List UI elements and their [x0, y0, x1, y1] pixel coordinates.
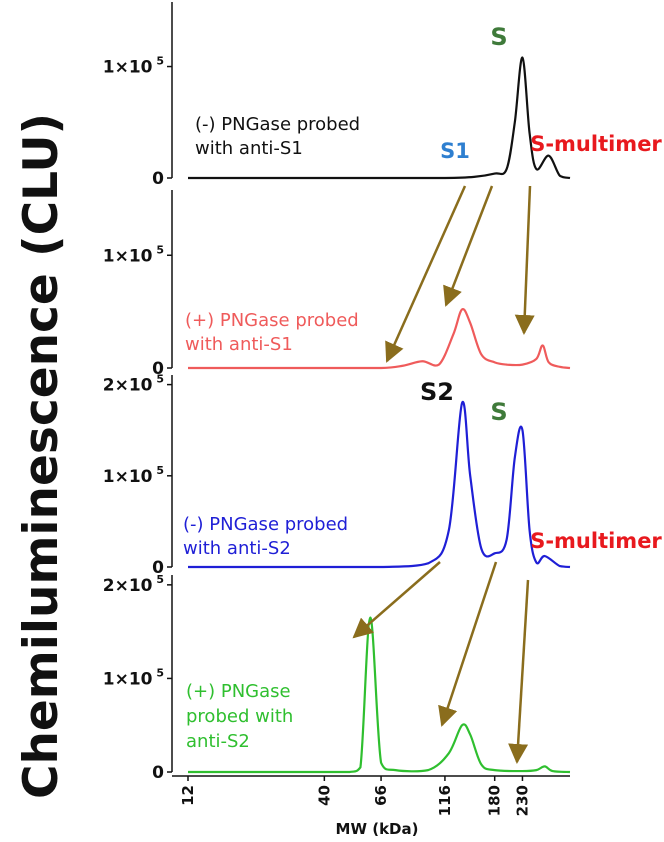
panel-1-y-tick-label: 1×10 5 — [103, 55, 164, 78]
panel-3: 0 1×10 5 2×10 5 (-) PNGase probed with anti-… — [103, 373, 663, 578]
panel-2-y-tick-label: 0 — [152, 359, 164, 379]
x-tick-label: 12 — [179, 785, 197, 806]
shift-arrows — [352, 185, 535, 764]
panel-4-label-line: (+) PNGase — [186, 681, 291, 702]
panel-1-trace — [188, 56, 571, 180]
panel-1-condition-label: (-) PNGase probed with anti-S1 — [195, 114, 360, 159]
panel-1: 0 1×10 5 (-) PNGase probed with anti-S1 S1 S S… — [103, 2, 662, 189]
x-tick-label: 180 — [486, 785, 504, 816]
panel-3-label-line: with anti-S2 — [183, 538, 291, 559]
panel-2: 0 1×10 5 (+) PNGase probed with anti-S1 — [103, 190, 571, 379]
panels: 0 1×10 5 (-) PNGase probed with anti-S1 S1 S S… — [103, 2, 663, 783]
panel-2-condition-label: (+) PNGase probed with anti-S1 — [185, 310, 359, 355]
panel-4: 0 1×10 5 2×10 5 (+) PNGase probed with anti-S… — [103, 573, 571, 783]
panel-1-label-line: with anti-S1 — [195, 138, 303, 159]
panel-4-y-tick-label: 2×10 5 — [103, 573, 164, 596]
panel-2-label-line: with anti-S1 — [185, 334, 293, 355]
panel-3-condition-label: (-) PNGase probed with anti-S2 — [183, 514, 348, 559]
y-axis-label: Chemiluminescence (CLU) — [14, 113, 69, 799]
panel-3-y-tick-label: 2×10 5 — [103, 373, 164, 396]
arrow-s-shift-anti-s1 — [443, 185, 494, 307]
x-tick-label: 66 — [372, 785, 390, 806]
x-tick-label: 230 — [513, 785, 531, 816]
panel-1-label-line: (-) PNGase probed — [195, 114, 360, 135]
panel-2-label-line: (+) PNGase probed — [185, 310, 359, 331]
arrow-multimer-shift-anti-s2 — [508, 579, 530, 764]
panel-2-y-tick-label: 1×10 5 — [103, 243, 164, 266]
panel-1-peak-label-s-multimer: S-multimer — [530, 132, 662, 156]
x-tick-label: 116 — [436, 785, 454, 816]
panel-4-label-line: anti-S2 — [186, 731, 250, 752]
panel-1-y-tick-label: 0 — [152, 169, 164, 189]
panel-3-y-tick-label: 1×10 5 — [103, 464, 164, 487]
arrow-s-shift-anti-s2 — [438, 561, 498, 727]
panel-1-peak-label-s: S — [490, 23, 507, 51]
panel-3-label-line: (-) PNGase probed — [183, 514, 348, 535]
x-axis: 12 40 66 116 180 230 — [172, 775, 570, 816]
x-axis-label: MW (kDa) — [336, 820, 419, 838]
arrow-s2-shift — [352, 561, 441, 639]
arrow-multimer-shift-anti-s1 — [514, 185, 535, 335]
panel-3-trace — [188, 400, 571, 569]
panel-4-label-line: probed with — [186, 706, 293, 727]
panel-4-trace — [188, 616, 571, 774]
panel-4-condition-label: (+) PNGase probed with anti-S2 — [186, 681, 293, 752]
panel-1-peak-label-s1: S1 — [440, 139, 470, 163]
panel-3-peak-label-s2: S2 — [420, 378, 454, 406]
panel-3-y-tick-label: 0 — [152, 558, 164, 578]
arrow-s1-shift — [385, 185, 467, 363]
panel-3-peak-label-s-multimer: S-multimer — [530, 529, 662, 553]
panel-4-y-tick-label: 1×10 5 — [103, 666, 164, 689]
panel-2-trace — [188, 308, 571, 370]
x-tick-label: 40 — [315, 785, 333, 806]
panel-3-peak-label-s: S — [490, 398, 507, 426]
panel-4-y-tick-label: 0 — [152, 763, 164, 783]
